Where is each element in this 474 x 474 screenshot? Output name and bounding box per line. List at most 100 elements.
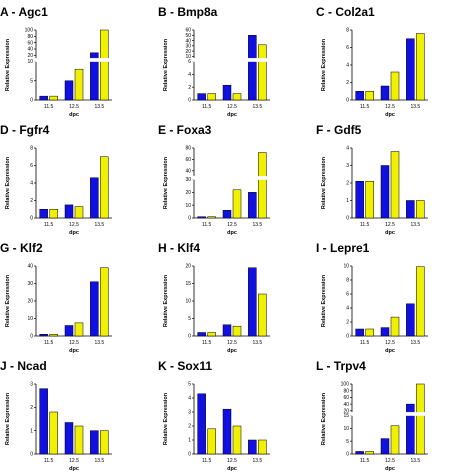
bar (39, 95, 48, 101)
bar (49, 334, 58, 337)
bar (90, 281, 99, 337)
bar (248, 267, 257, 337)
y-tick-label: 20 (185, 190, 191, 196)
bar (380, 438, 390, 455)
bar (100, 156, 109, 219)
chart-title: E - Foxa3 (158, 123, 212, 137)
y-tick-label: 30 (27, 281, 33, 287)
x-tick-label: 11.5 (202, 340, 212, 346)
bar (416, 383, 425, 455)
y-tick-label: 20 (185, 49, 191, 55)
bar (207, 428, 216, 455)
bar (355, 328, 364, 337)
chart-title: A - Agc1 (0, 5, 48, 19)
y-tick-label: 8 (346, 28, 349, 34)
y-tick-label: 10 (185, 54, 191, 60)
x-axis-label: dpc (385, 348, 395, 354)
bar (248, 35, 257, 101)
chart-title: G - Klf2 (0, 241, 43, 255)
x-tick-label: 13.5 (410, 340, 420, 346)
chart-panel: C - Col2a1 Relative Expression 0 2 4 6 8 11.5 12… (316, 5, 428, 118)
y-tick-label: 10 (343, 264, 349, 270)
y-tick-label: 80 (27, 34, 33, 40)
bar (64, 80, 74, 101)
y-tick-label: 4 (346, 306, 349, 312)
y-tick-label: 0 (346, 334, 349, 340)
x-tick-label: 13.5 (410, 458, 420, 464)
x-tick-label: 12.5 (227, 104, 237, 110)
axis-break (33, 58, 112, 62)
axis-break (349, 412, 428, 416)
y-axis-label: Relative Expression (5, 156, 11, 209)
y-axis-label: Relative Expression (5, 274, 11, 327)
chart-title: H - Klf4 (158, 241, 200, 255)
bar (197, 393, 206, 455)
bar (49, 411, 58, 455)
bar (258, 152, 267, 219)
y-tick-label: 60 (185, 28, 191, 34)
y-tick-label: 1 (346, 198, 349, 204)
y-axis-label: Relative Expression (321, 38, 327, 91)
y-tick-label: 3 (346, 163, 349, 169)
y-tick-label: 40 (343, 402, 349, 408)
bar (390, 425, 400, 455)
y-tick-label: 8 (30, 146, 33, 152)
x-tick-label: 13.5 (252, 104, 262, 110)
x-tick-label: 11.5 (360, 104, 370, 110)
y-tick-label: 1 (188, 438, 191, 444)
x-tick-label: 12.5 (385, 104, 395, 110)
y-tick-label: 0 (30, 98, 33, 104)
y-tick-label: 5 (30, 78, 33, 84)
bar (207, 93, 216, 101)
bar (49, 209, 58, 219)
y-tick-label: 40 (185, 169, 191, 175)
y-tick-label: 5 (346, 439, 349, 445)
bar (380, 327, 390, 337)
bar (355, 91, 364, 101)
y-tick-label: 40 (27, 264, 33, 270)
bar (232, 189, 242, 219)
bar (406, 38, 415, 101)
bar (49, 95, 58, 101)
chart-panel: H - Klf4 Relative Expression 0 5 10 15 20 11.5 1… (158, 241, 270, 354)
y-axis-label: Relative Expression (163, 38, 169, 91)
y-tick-label: 60 (185, 157, 191, 163)
x-axis-label: dpc (69, 466, 79, 472)
x-axis-label: dpc (227, 230, 237, 236)
y-tick-label: 50 (185, 33, 191, 39)
bar (365, 181, 374, 219)
y-tick-label: 3 (30, 382, 33, 388)
x-tick-label: 12.5 (69, 222, 79, 228)
x-tick-label: 13.5 (410, 104, 420, 110)
x-tick-label: 12.5 (385, 222, 395, 228)
bar (248, 439, 257, 455)
bar (232, 93, 242, 101)
bar (258, 293, 267, 337)
y-axis-label: Relative Expression (163, 156, 169, 209)
x-tick-label: 11.5 (44, 222, 54, 228)
y-tick-label: 2 (188, 85, 191, 91)
chart-title: L - Trpv4 (316, 359, 366, 373)
y-tick-label: 60 (27, 40, 33, 46)
bar (355, 181, 364, 219)
bar (74, 206, 84, 219)
chart-panel: L - Trpv4 Relative Expression 0 5 10 15204060… (316, 359, 428, 472)
y-tick-label: 2 (188, 424, 191, 430)
bar (365, 328, 374, 337)
bar (380, 165, 390, 219)
bar (365, 91, 374, 101)
y-tick-label: 2 (30, 198, 33, 204)
y-axis-label: Relative Expression (5, 392, 11, 445)
bar (416, 33, 425, 101)
chart-panel: J - Ncad Relative Expression 0 1 2 3 11.5 12.5 1… (0, 359, 112, 472)
x-tick-label: 12.5 (69, 458, 79, 464)
x-tick-label: 13.5 (252, 340, 262, 346)
chart-title: D - Fgfr4 (0, 123, 50, 137)
x-tick-label: 13.5 (94, 222, 104, 228)
y-tick-label: 0 (30, 452, 33, 458)
y-tick-label: 20 (27, 299, 33, 305)
bar (100, 29, 109, 101)
y-tick-label: 4 (188, 396, 191, 402)
y-axis-label: Relative Expression (163, 392, 169, 445)
